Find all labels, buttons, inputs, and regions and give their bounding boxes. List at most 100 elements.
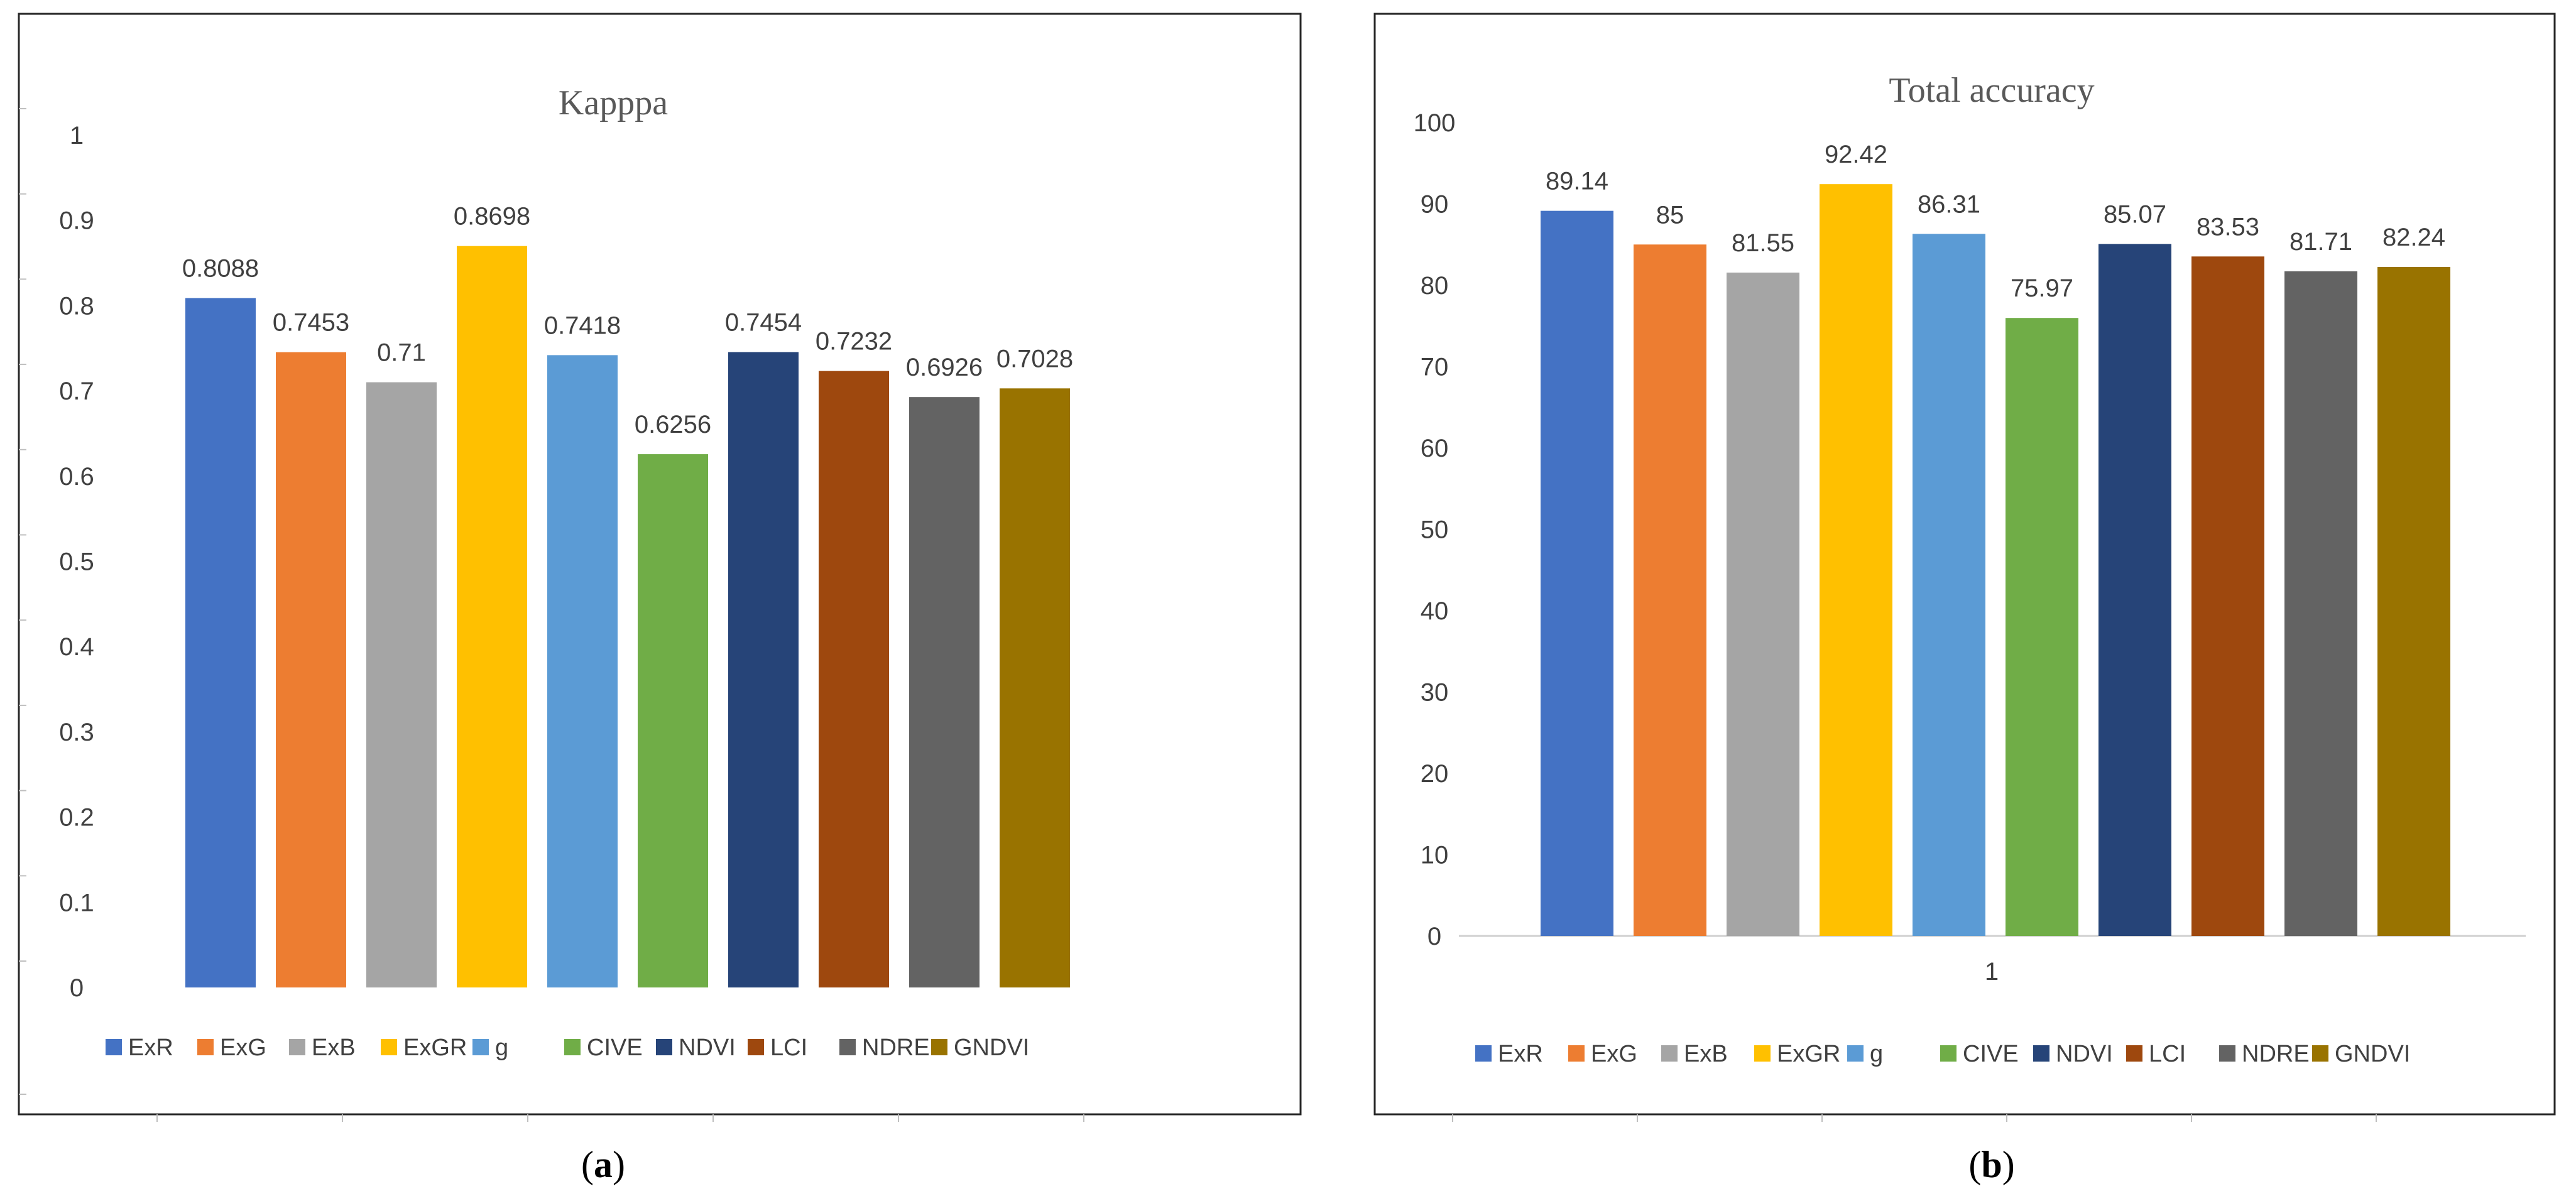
total-accuracy-y-tick-label: 0 (1427, 923, 1441, 950)
total-accuracy-legend-label-exb: ExB (1684, 1041, 1728, 1067)
total-accuracy-y-tick-label: 90 (1421, 191, 1449, 219)
total-accuracy-legend-label-lci: LCI (2149, 1041, 2186, 1067)
kappa-y-tick-label: 0.6 (59, 463, 94, 491)
kappa-bar-cive (638, 454, 708, 987)
kappa-data-label-g: 0.7418 (544, 312, 621, 339)
total-accuracy-legend-label-ndre: NDRE (2242, 1041, 2310, 1067)
kappa-legend: ExR ExG ExB ExGR g CIVE NDVI LCI NDRE GNDVI (106, 1035, 1029, 1061)
kappa-bar-exb (366, 382, 437, 987)
caption-b: (b) (1968, 1144, 2014, 1185)
total-accuracy-legend-swatch-ndvi (2033, 1045, 2049, 1062)
total-accuracy-data-label-exgr: 92.42 (1825, 141, 1887, 168)
total-accuracy-legend-swatch-lci (2126, 1045, 2142, 1062)
kappa-data-label-exg: 0.7453 (273, 309, 349, 337)
kappa-bar-ndre (909, 397, 980, 987)
total-accuracy-legend-label-ndvi: NDVI (2056, 1041, 2113, 1067)
kappa-legend-swatch-ndre (839, 1039, 856, 1055)
caption-b-letter: b (1981, 1144, 2002, 1185)
total-accuracy-data-label-cive: 75.97 (2011, 275, 2073, 302)
kappa-legend-label-exr: ExR (128, 1035, 173, 1061)
total-accuracy-plot-area: 0 10 20 30 40 50 60 70 80 90 100 89.14 85 81.55 92.42 8… (1414, 109, 2526, 1122)
kappa-legend-swatch-g (472, 1039, 489, 1055)
kappa-legend-label-gndvi: GNDVI (954, 1035, 1029, 1061)
total-accuracy-bar-g (1913, 234, 1985, 936)
total-accuracy-legend-swatch-ndre (2219, 1045, 2235, 1062)
kappa-legend-label-ndvi: NDVI (679, 1035, 736, 1061)
kappa-y-tick-label: 0.8 (59, 292, 94, 320)
kappa-data-label-exr: 0.8088 (182, 254, 259, 282)
total-accuracy-data-label-exb: 81.55 (1732, 229, 1794, 257)
total-accuracy-bar-exg (1634, 244, 1706, 936)
kappa-data-label-exb: 0.71 (377, 339, 426, 367)
total-accuracy-data-label-gndvi: 82.24 (2382, 224, 2445, 251)
total-accuracy-bar-cive (2006, 318, 2078, 937)
total-accuracy-y-tick-label: 80 (1421, 272, 1449, 300)
total-accuracy-chart-title: Total accuracy (1889, 71, 2094, 110)
total-accuracy-bar-exgr (1820, 184, 1892, 936)
total-accuracy-legend-swatch-exr (1475, 1045, 1492, 1062)
total-accuracy-y-tick-label: 40 (1421, 597, 1449, 625)
kappa-data-label-gndvi: 0.7028 (996, 345, 1073, 372)
total-accuracy-legend: ExR ExG ExB ExGR g CIVE NDVI LCI NDRE GNDVI (1475, 1041, 2410, 1067)
kappa-y-tick-label: 0.2 (59, 804, 94, 832)
kappa-data-label-ndre: 0.6926 (906, 354, 983, 381)
total-accuracy-bar-lci (2191, 256, 2264, 936)
total-accuracy-y-tick-label: 50 (1421, 516, 1449, 544)
kappa-legend-swatch-ndvi (656, 1039, 672, 1055)
total-accuracy-bar-gndvi (2377, 266, 2450, 937)
kappa-legend-label-g: g (495, 1035, 508, 1061)
kappa-bar-exg (276, 352, 346, 987)
kappa-y-tick-label: 0.9 (59, 207, 94, 235)
total-accuracy-legend-swatch-g (1847, 1045, 1864, 1062)
kappa-bar-lci (819, 371, 889, 987)
kappa-y-tick-label: 1 (70, 122, 84, 150)
kappa-data-label-ndvi: 0.7454 (725, 308, 802, 336)
kappa-legend-swatch-cive (564, 1039, 581, 1055)
total-accuracy-legend-swatch-exb (1661, 1045, 1678, 1062)
kappa-chart-title: Kapppa (559, 84, 668, 122)
total-accuracy-data-label-exg: 85 (1656, 201, 1684, 229)
caption-a-letter: a (594, 1144, 613, 1185)
total-accuracy-legend-label-cive: CIVE (1963, 1041, 2019, 1067)
kappa-y-tick-label: 0.3 (59, 719, 94, 746)
kappa-y-tick-label: 0.1 (59, 889, 94, 916)
total-accuracy-legend-swatch-exgr (1754, 1045, 1771, 1062)
total-accuracy-legend-label-exgr: ExGR (1777, 1041, 1840, 1067)
kappa-chart-panel: Kapppa 0 0.1 0.2 0.3 0.4 0.5 0.6 0.7 0.8 0.9 1 0.80… (18, 13, 1302, 1122)
kappa-legend-swatch-lci (748, 1039, 764, 1055)
total-accuracy-chart-panel: Total accuracy 0 10 20 30 40 50 60 70 80 90 100 89.… (1373, 13, 2556, 1122)
kappa-legend-swatch-exg (197, 1039, 214, 1055)
total-accuracy-data-label-g: 86.31 (1918, 190, 1980, 218)
total-accuracy-data-label-exr: 89.14 (1546, 168, 1608, 195)
total-accuracy-legend-label-g: g (1870, 1041, 1883, 1067)
kappa-plot-area: 0 0.1 0.2 0.3 0.4 0.5 0.6 0.7 0.8 0.9 1 0.8088 0.745… (19, 108, 1084, 1122)
total-accuracy-bar-ndvi (2098, 244, 2171, 936)
kappa-legend-label-ndre: NDRE (862, 1035, 930, 1061)
kappa-y-tick-label: 0.4 (59, 633, 94, 661)
kappa-bar-ndvi (728, 352, 799, 987)
total-accuracy-bar-exr (1541, 210, 1613, 937)
total-accuracy-y-tick-label: 60 (1421, 435, 1449, 462)
total-accuracy-bar-ndre (2284, 271, 2357, 937)
total-accuracy-data-label-ndvi: 85.07 (2104, 200, 2166, 228)
total-accuracy-y-tick-label: 10 (1421, 842, 1449, 869)
total-accuracy-y-tick-label: 20 (1421, 760, 1449, 788)
total-accuracy-legend-swatch-exg (1568, 1045, 1585, 1062)
kappa-data-label-lci: 0.7232 (816, 328, 892, 356)
total-accuracy-legend-label-exg: ExG (1591, 1041, 1637, 1067)
kappa-legend-swatch-exgr (381, 1039, 397, 1055)
total-accuracy-bar-exb (1727, 272, 1799, 936)
total-accuracy-legend-label-exr: ExR (1498, 1041, 1543, 1067)
total-accuracy-y-tick-label: 70 (1421, 354, 1449, 381)
kappa-y-tick-label: 0 (70, 974, 84, 1002)
total-accuracy-legend-swatch-cive (1940, 1045, 1957, 1062)
kappa-legend-label-exgr: ExGR (403, 1035, 467, 1061)
kappa-data-label-cive: 0.6256 (635, 411, 711, 438)
total-accuracy-data-label-lci: 83.53 (2197, 213, 2259, 241)
total-accuracy-legend-swatch-gndvi (2312, 1045, 2328, 1062)
kappa-bar-g (547, 355, 618, 987)
kappa-legend-label-lci: LCI (770, 1035, 807, 1061)
kappa-bar-exr (185, 298, 256, 988)
total-accuracy-x-tick-label: 1 (1985, 958, 1999, 986)
